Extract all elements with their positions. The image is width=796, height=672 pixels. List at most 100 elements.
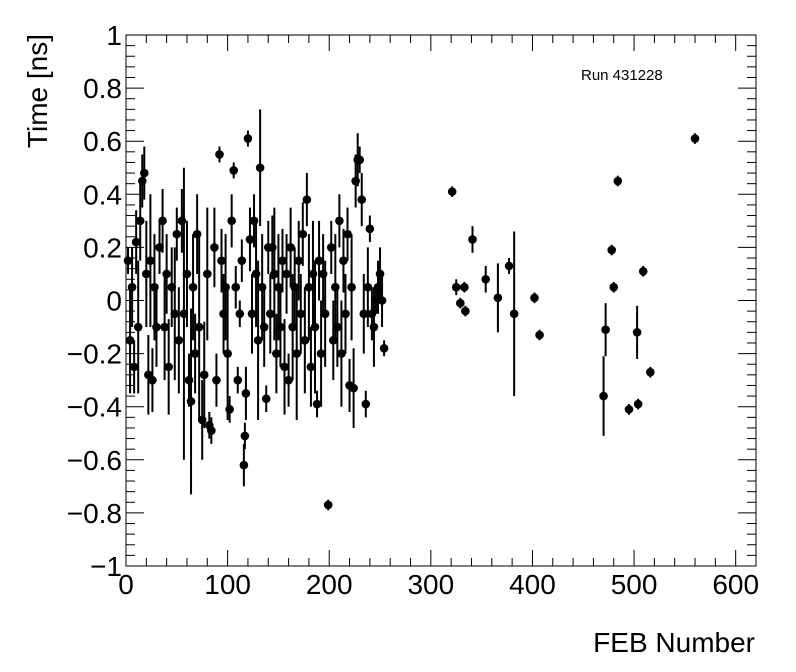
- data-point: [259, 322, 269, 332]
- data-point: [270, 269, 279, 279]
- data-point: [363, 282, 373, 292]
- y-tick-label: 0.4: [83, 179, 122, 210]
- data-point: [481, 274, 491, 284]
- data-point: [133, 322, 143, 332]
- data-point: [316, 349, 326, 358]
- data-point: [286, 243, 295, 252]
- data-point: [451, 282, 461, 292]
- data-point: [302, 195, 312, 204]
- data-point: [123, 256, 133, 265]
- data-point: [158, 216, 167, 226]
- data-point: [229, 166, 239, 175]
- data-point: [296, 309, 306, 319]
- data-point: [227, 216, 236, 226]
- data-point: [241, 389, 251, 398]
- data-point: [210, 243, 219, 252]
- data-point: [447, 187, 457, 196]
- data-point: [292, 349, 302, 358]
- data-point: [365, 224, 375, 234]
- data-point: [239, 460, 249, 470]
- data-point: [207, 426, 216, 435]
- data-point: [255, 163, 265, 173]
- data-point: [493, 293, 503, 303]
- data-point: [131, 237, 141, 247]
- data-point: [312, 399, 322, 409]
- data-point: [341, 309, 350, 319]
- y-tick-label: 0.6: [83, 126, 122, 157]
- data-point: [509, 309, 519, 319]
- data-point: [199, 370, 209, 380]
- data-point: [632, 328, 642, 337]
- data-point: [298, 229, 308, 239]
- data-point: [231, 282, 241, 292]
- data-point: [357, 195, 367, 204]
- data-point: [607, 245, 617, 255]
- data-point: [369, 322, 379, 332]
- data-point: [284, 375, 293, 385]
- y-tick-label: −0.2: [67, 339, 122, 370]
- y-tick-label: 0.8: [83, 73, 122, 104]
- y-tick-label: 0: [106, 286, 122, 317]
- data-point: [355, 155, 365, 165]
- data-point: [379, 343, 389, 353]
- data-point: [170, 309, 180, 319]
- data-point: [190, 349, 200, 358]
- data-point: [217, 256, 226, 265]
- x-tick-label: 200: [306, 569, 353, 600]
- y-axis-label: Time [ns]: [22, 34, 53, 148]
- y-tick-label: 0.2: [83, 232, 122, 263]
- data-point: [172, 229, 182, 239]
- data-point: [233, 375, 243, 385]
- x-axis-label: FEB Number: [593, 627, 755, 658]
- data-point: [243, 134, 253, 143]
- data-point: [335, 216, 344, 226]
- data-point: [535, 330, 544, 340]
- data-point: [278, 256, 287, 265]
- data-point: [245, 235, 255, 244]
- data-point: [164, 362, 173, 372]
- data-point: [609, 282, 619, 292]
- data-point: [215, 150, 224, 159]
- data-point: [601, 325, 610, 335]
- data-point: [468, 235, 477, 244]
- data-point: [152, 322, 161, 332]
- data-point: [223, 349, 232, 358]
- data-point: [339, 256, 348, 265]
- data-point: [599, 391, 608, 401]
- data-point: [160, 322, 169, 332]
- data-point: [314, 256, 324, 265]
- data-point: [333, 322, 342, 332]
- data-point: [194, 322, 204, 332]
- data-point: [337, 349, 346, 358]
- x-tick-label: 300: [407, 569, 454, 600]
- data-point: [276, 322, 285, 332]
- data-point: [253, 336, 263, 345]
- data-point: [182, 269, 192, 279]
- data-point: [125, 336, 135, 345]
- data-point: [188, 282, 198, 292]
- data-point: [142, 269, 151, 279]
- data-point: [349, 383, 358, 393]
- data-point: [294, 256, 304, 265]
- data-point: [186, 397, 196, 406]
- plot-frame: [125, 34, 757, 567]
- y-tick-label: −1: [90, 551, 122, 582]
- data-point: [240, 431, 250, 441]
- data-point: [359, 309, 369, 319]
- tick-labels: 0 100 200 300 400 500 600 −1 −0.8 −0.6 −0.4 −0.2 0 0.…: [67, 20, 759, 600]
- y-tick-label: −0.4: [67, 392, 122, 423]
- data-point: [304, 282, 314, 292]
- data-point: [377, 296, 387, 305]
- x-tick-label: 400: [509, 569, 556, 600]
- data-point: [139, 168, 149, 178]
- data-point: [504, 261, 514, 271]
- data-point: [129, 362, 139, 372]
- data-point: [265, 309, 275, 319]
- data-point: [310, 322, 320, 332]
- data-point: [306, 362, 316, 372]
- data-point: [638, 266, 648, 276]
- data-point: [624, 405, 634, 414]
- x-tick-label: 100: [204, 569, 251, 600]
- run-annotation: Run 431228: [581, 67, 663, 84]
